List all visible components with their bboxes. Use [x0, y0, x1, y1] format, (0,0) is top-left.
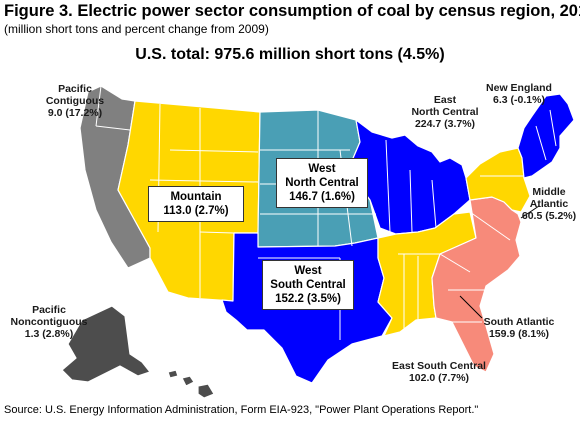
region-new-england	[517, 93, 575, 179]
label-pacific-noncontiguous: Pacific Noncontiguous 1.3 (2.8%)	[10, 304, 88, 340]
label-new-england: New England 6.3 (-0.1%)	[486, 82, 552, 106]
figure-title: Figure 3. Electric power sector consumpt…	[4, 2, 580, 20]
label-pacific-contiguous: Pacific Contiguous 9.0 (17.2%)	[45, 83, 105, 119]
label-east-north-central: East North Central 224.7 (3.7%)	[411, 94, 479, 130]
region-south-atlantic	[431, 196, 522, 373]
label-south-atlantic: South Atlantic 159.9 (8.1%)	[483, 316, 555, 340]
label-mountain: Mountain 113.0 (2.7%)	[148, 186, 244, 222]
label-west-south-central: West South Central 152.2 (3.5%)	[262, 260, 354, 310]
source-note: Source: U.S. Energy Information Administ…	[4, 404, 479, 416]
label-east-south-central: East South Central 102.0 (7.7%)	[392, 360, 486, 384]
figure-subtitle: (million short tons and percent change f…	[4, 22, 269, 36]
region-pacific-noncontiguous-hawaii-2	[181, 375, 195, 387]
region-pacific-noncontiguous-alaska	[61, 305, 151, 383]
leader-lines	[459, 205, 540, 319]
region-pacific-noncontiguous-hawaii-1	[167, 369, 179, 379]
region-middle-atlantic	[465, 147, 531, 213]
us-total-label: U.S. total: 975.6 million short tons (4.…	[135, 46, 445, 63]
label-middle-atlantic: Middle Atlantic 60.5 (5.2%)	[521, 186, 577, 222]
label-west-north-central: West North Central 146.7 (1.6%)	[276, 158, 368, 208]
region-pacific-noncontiguous-hawaii-3	[197, 383, 215, 399]
